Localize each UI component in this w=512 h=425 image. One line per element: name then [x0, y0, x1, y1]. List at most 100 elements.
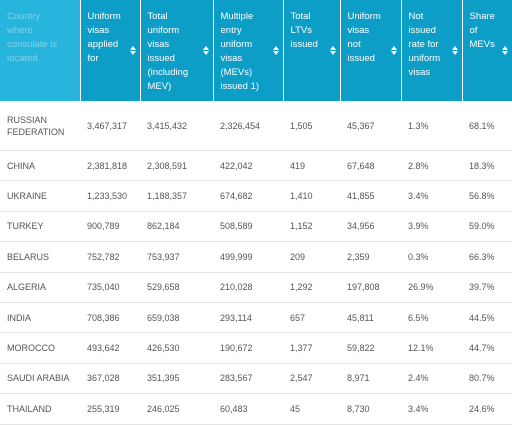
cell-visas-not-issued: 34,956 — [340, 211, 401, 243]
sort-icon[interactable] — [272, 46, 279, 55]
table-row: China 2,381,818 2,308,591 422,042 419 67… — [0, 150, 512, 182]
cell-country: India — [0, 302, 80, 334]
cell-ltvs-issued: 45 — [283, 393, 340, 425]
table-row: Turkey 900,789 862,184 508,589 1,152 34,… — [0, 211, 512, 243]
cell-mev-share: 39.7% — [462, 272, 512, 303]
cell-visas-applied: 708,386 — [80, 302, 140, 334]
cell-not-issued-rate: 3.9% — [401, 211, 462, 243]
cell-visas-not-issued: 197,808 — [340, 272, 401, 303]
cell-visas-applied: 3,467,317 — [80, 101, 140, 151]
cell-visas-applied: 2,381,818 — [80, 150, 140, 182]
cell-mev-share: 59.0% — [462, 211, 512, 243]
column-header-country[interactable]: Country where consulate is located — [0, 0, 80, 101]
cell-ltvs-issued: 1,377 — [283, 332, 340, 364]
cell-mevs-issued: 499,999 — [213, 241, 283, 273]
sort-icon[interactable] — [329, 46, 336, 55]
cell-visas-not-issued: 8,971 — [340, 363, 401, 395]
cell-visas-applied: 1,233,530 — [80, 180, 140, 212]
cell-mev-share: 18.3% — [462, 150, 512, 182]
cell-visas-issued: 1,188,357 — [140, 180, 213, 212]
cell-mevs-issued: 190,672 — [213, 332, 283, 364]
cell-country: Saudi Arabia — [0, 363, 80, 395]
cell-not-issued-rate: 2.8% — [401, 150, 462, 182]
cell-not-issued-rate: 3.4% — [401, 393, 462, 425]
cell-mev-share: 56.8% — [462, 180, 512, 212]
cell-visas-issued: 862,184 — [140, 211, 213, 243]
cell-ltvs-issued: 419 — [283, 150, 340, 182]
cell-country: Ukraine — [0, 180, 80, 212]
cell-mev-share: 44.7% — [462, 332, 512, 364]
column-header-not-issued-rate[interactable]: Not issued rate for uniform visas — [400, 0, 462, 101]
column-header-label: Not issued rate for uniform visas — [408, 11, 441, 78]
cell-country: Thailand — [0, 393, 80, 425]
cell-country: Turkey — [0, 211, 80, 243]
table-row: Thailand 255,319 246,025 60,483 45 8,730… — [0, 393, 512, 425]
column-header-visas-not-issued[interactable]: Uniform visas not issued — [339, 0, 401, 101]
column-header-label: Total uniform visas issued (including ME… — [147, 11, 189, 92]
table-row: Ukraine 1,233,530 1,188,357 674,682 1,41… — [0, 180, 512, 212]
table-row: Morocco 493,642 426,530 190,672 1,377 59… — [0, 332, 512, 364]
table-row: Russian Federation 3,467,317 3,415,432 2… — [0, 101, 512, 151]
cell-mev-share: 24.6% — [462, 393, 512, 425]
cell-visas-not-issued: 45,367 — [340, 101, 401, 151]
header-row: Country where consulate is located Unifo… — [0, 0, 512, 101]
table-row: India 708,386 659,038 293,114 657 45,811… — [0, 302, 512, 334]
cell-visas-applied: 735,040 — [80, 272, 140, 303]
cell-ltvs-issued: 1,410 — [283, 180, 340, 212]
cell-visas-issued: 659,038 — [140, 302, 213, 334]
cell-visas-not-issued: 45,811 — [340, 302, 401, 334]
column-header-mevs-issued[interactable]: Multiple entry uniform visas (MEVs) issu… — [212, 0, 283, 101]
column-header-visas-issued[interactable]: Total uniform visas issued (including ME… — [139, 0, 213, 101]
table-header: Country where consulate is located Unifo… — [0, 0, 512, 101]
cell-not-issued-rate: 0.3% — [401, 241, 462, 273]
cell-ltvs-issued: 1,292 — [283, 272, 340, 303]
cell-visas-issued: 753,937 — [140, 241, 213, 273]
column-header-label: Uniform visas not issued — [347, 11, 381, 64]
cell-ltvs-issued: 1,152 — [283, 211, 340, 243]
cell-not-issued-rate: 2.4% — [401, 363, 462, 395]
column-header-visas-applied[interactable]: Uniform visas applied for — [79, 0, 140, 101]
cell-not-issued-rate: 12.1% — [401, 332, 462, 364]
cell-visas-issued: 529,658 — [140, 272, 213, 303]
sort-icon[interactable] — [451, 46, 458, 55]
cell-country: Algeria — [0, 272, 80, 303]
sort-icon[interactable] — [202, 46, 209, 55]
cell-visas-applied: 900,789 — [80, 211, 140, 243]
cell-mev-share: 80.7% — [462, 363, 512, 395]
sort-icon[interactable] — [129, 46, 136, 55]
cell-visas-issued: 351,395 — [140, 363, 213, 395]
column-header-mev-share[interactable]: Share of MEVs — [461, 0, 512, 101]
cell-ltvs-issued: 209 — [283, 241, 340, 273]
cell-mev-share: 68.1% — [462, 101, 512, 151]
cell-country: Belarus — [0, 241, 80, 273]
cell-mevs-issued: 2,326,454 — [213, 101, 283, 151]
column-header-label: Uniform visas applied for — [87, 11, 121, 64]
sort-icon[interactable] — [502, 46, 508, 55]
cell-not-issued-rate: 1.3% — [401, 101, 462, 151]
table-row: Belarus 752,782 753,937 499,999 209 2,35… — [0, 241, 512, 273]
cell-mev-share: 44.5% — [462, 302, 512, 334]
cell-country: China — [0, 150, 80, 182]
cell-ltvs-issued: 657 — [283, 302, 340, 334]
cell-visas-not-issued: 8,730 — [340, 393, 401, 425]
table-row: Algeria 735,040 529,658 210,028 1,292 19… — [0, 272, 512, 303]
cell-visas-not-issued: 2,359 — [340, 241, 401, 273]
cell-mevs-issued: 283,567 — [213, 363, 283, 395]
cell-visas-applied: 367,028 — [80, 363, 140, 395]
cell-not-issued-rate: 3.4% — [401, 180, 462, 212]
column-header-label: Multiple entry uniform visas (MEVs) issu… — [220, 11, 260, 92]
column-header-label: Share of MEVs — [469, 11, 495, 50]
cell-not-issued-rate: 26.9% — [401, 272, 462, 303]
cell-mevs-issued: 60,483 — [213, 393, 283, 425]
cell-mevs-issued: 210,028 — [213, 272, 283, 303]
cell-visas-issued: 426,530 — [140, 332, 213, 364]
cell-mevs-issued: 674,682 — [213, 180, 283, 212]
cell-visas-issued: 2,308,591 — [140, 150, 213, 182]
cell-visas-applied: 752,782 — [80, 241, 140, 273]
sort-icon[interactable] — [390, 46, 397, 55]
column-header-label: Country where consulate is located — [7, 11, 58, 64]
cell-visas-not-issued: 67,648 — [340, 150, 401, 182]
column-header-ltvs-issued[interactable]: Total LTVs issued — [282, 0, 340, 101]
table-body: Russian Federation 3,467,317 3,415,432 2… — [0, 101, 512, 425]
